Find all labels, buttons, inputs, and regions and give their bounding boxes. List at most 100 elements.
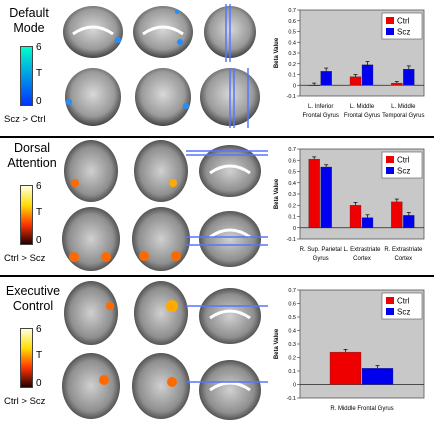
y-axis-label: Beta Value bbox=[274, 37, 280, 68]
y-tick-label: 0.7 bbox=[288, 147, 296, 153]
brain-slice-axial bbox=[134, 281, 188, 345]
contrast-label: Scz > Ctrl bbox=[4, 114, 46, 125]
y-tick-label: 0 bbox=[293, 383, 296, 389]
y-tick-label: 0 bbox=[293, 226, 296, 232]
colorbar-label: T bbox=[36, 68, 43, 79]
network-title-line: Executive bbox=[5, 284, 61, 298]
bar bbox=[361, 64, 374, 86]
brain-slice-axial bbox=[62, 353, 120, 419]
legend-label: Scz bbox=[397, 308, 410, 317]
y-tick-label: 0 bbox=[293, 83, 296, 89]
legend-swatch bbox=[386, 156, 394, 163]
bar bbox=[308, 85, 320, 87]
colorbar-gradient bbox=[20, 46, 33, 106]
x-tick-label: R. Extrastriate bbox=[384, 247, 423, 253]
network-title-line: Mode bbox=[13, 21, 45, 35]
activation-blob bbox=[115, 37, 121, 43]
y-tick-label: 0.1 bbox=[288, 73, 296, 79]
bar bbox=[308, 158, 320, 228]
bar bbox=[349, 205, 362, 228]
y-tick-label: -0.1 bbox=[287, 94, 296, 100]
activation-blob bbox=[166, 300, 178, 312]
bar bbox=[320, 166, 332, 228]
y-tick-label: 0.7 bbox=[288, 8, 296, 14]
legend-swatch bbox=[386, 297, 394, 304]
legend-label: Ctrl bbox=[397, 297, 410, 306]
bar bbox=[349, 76, 362, 86]
brain-slice-axial bbox=[132, 207, 190, 271]
colorbar: 6 T 0 Ctrl > Scz bbox=[0, 179, 60, 273]
brain-slice-sagittal bbox=[133, 6, 193, 58]
x-tick-label: L. Middle bbox=[350, 104, 375, 110]
activation-blob bbox=[175, 10, 179, 14]
colorbar-label: T bbox=[36, 350, 43, 361]
y-tick-label: 0.4 bbox=[288, 329, 296, 335]
brain-slice-coronal bbox=[135, 68, 191, 126]
activation-blob bbox=[167, 377, 177, 387]
legend-label: Ctrl bbox=[397, 156, 410, 165]
x-tick-label: L. Inferior bbox=[308, 104, 333, 110]
x-tick-label: Cortex bbox=[394, 256, 412, 262]
colorbar: 6 T 0 Ctrl > Scz bbox=[0, 322, 60, 422]
brain-slice-sagittal bbox=[199, 360, 261, 420]
colorbar-max: 6 bbox=[36, 324, 42, 335]
bar bbox=[391, 82, 403, 86]
network-title: Default Mode bbox=[4, 6, 54, 36]
activation-blob bbox=[169, 179, 177, 187]
x-tick-label: R. Middle Frontal Gyrus bbox=[330, 406, 393, 412]
legend-label: Scz bbox=[397, 28, 410, 37]
legend-swatch bbox=[386, 308, 394, 315]
legend-swatch bbox=[386, 17, 394, 24]
bar bbox=[361, 217, 374, 228]
brain-slice-coronal bbox=[65, 68, 121, 126]
panel-divider bbox=[0, 136, 434, 138]
brain-slices bbox=[63, 4, 260, 128]
y-tick-label: 0.5 bbox=[288, 30, 296, 36]
bar-chart: 0.7 0.6 0.5 0.4 0.3 0.2 0.1 0 -0.1 Beta Value R. M… bbox=[274, 288, 425, 412]
brain-slice-sagittal bbox=[63, 6, 123, 58]
x-tick-label: Gyrus bbox=[313, 256, 329, 262]
legend-swatch bbox=[386, 28, 394, 35]
y-tick-label: 0.2 bbox=[288, 62, 296, 68]
y-axis-label: Beta Value bbox=[274, 178, 280, 209]
y-tick-label: 0.1 bbox=[288, 369, 296, 375]
brain-slice-axial bbox=[64, 281, 118, 345]
bar bbox=[329, 351, 362, 385]
bar-chart: 0.7 0.6 0.5 0.4 0.3 0.2 0.1 0 -0.1 Beta Value R. S… bbox=[274, 147, 425, 262]
bar bbox=[403, 68, 415, 86]
colorbar: 6 T 0 Scz > Ctrl bbox=[0, 40, 60, 130]
network-title-line: Attention bbox=[7, 156, 57, 170]
y-tick-label: 0.3 bbox=[288, 342, 296, 348]
x-tick-label: Temporal Gyrus bbox=[382, 113, 424, 119]
panel-dorsal-attention: Dorsal Attention 6 T 0 Ctrl > Scz 0 bbox=[0, 139, 434, 273]
y-tick-label: 0.7 bbox=[288, 288, 296, 294]
x-tick-label: Cortex bbox=[353, 256, 371, 262]
x-tick-label: L. Middle bbox=[391, 104, 416, 110]
colorbar-max: 6 bbox=[36, 42, 42, 53]
panel-executive-control: Executive Control 6 T 0 Ctrl > Scz 0.7 0.… bbox=[0, 278, 434, 430]
activation-blob bbox=[177, 39, 183, 45]
y-axis-label: Beta Value bbox=[274, 328, 280, 359]
y-tick-label: 0.3 bbox=[288, 51, 296, 57]
activation-blob bbox=[101, 252, 111, 262]
colorbar-min: 0 bbox=[36, 235, 42, 246]
y-tick-label: 0.2 bbox=[288, 356, 296, 362]
brain-slice-axial bbox=[134, 140, 188, 202]
brain-slice-sagittal bbox=[199, 211, 261, 267]
x-tick-label: R. Sup. Parietal bbox=[300, 247, 342, 253]
brain-slice-axial bbox=[62, 207, 120, 271]
colorbar-min: 0 bbox=[36, 378, 42, 389]
bar bbox=[320, 71, 332, 86]
y-tick-label: 0.3 bbox=[288, 192, 296, 198]
network-title: Executive Control bbox=[2, 284, 64, 314]
contrast-label: Ctrl > Scz bbox=[4, 396, 46, 407]
y-tick-label: 0.5 bbox=[288, 170, 296, 176]
colorbar-gradient bbox=[20, 328, 33, 388]
bar-chart: 0.7 0.6 0.5 0.4 0.3 0.2 0.1 0 -0.1 Beta Value L. I… bbox=[274, 8, 425, 119]
legend-label: Ctrl bbox=[397, 17, 410, 26]
bar bbox=[361, 368, 394, 385]
colorbar-min: 0 bbox=[36, 96, 42, 107]
y-tick-label: 0.6 bbox=[288, 302, 296, 308]
network-title-line: Dorsal bbox=[13, 141, 51, 155]
activation-blob bbox=[71, 179, 79, 187]
